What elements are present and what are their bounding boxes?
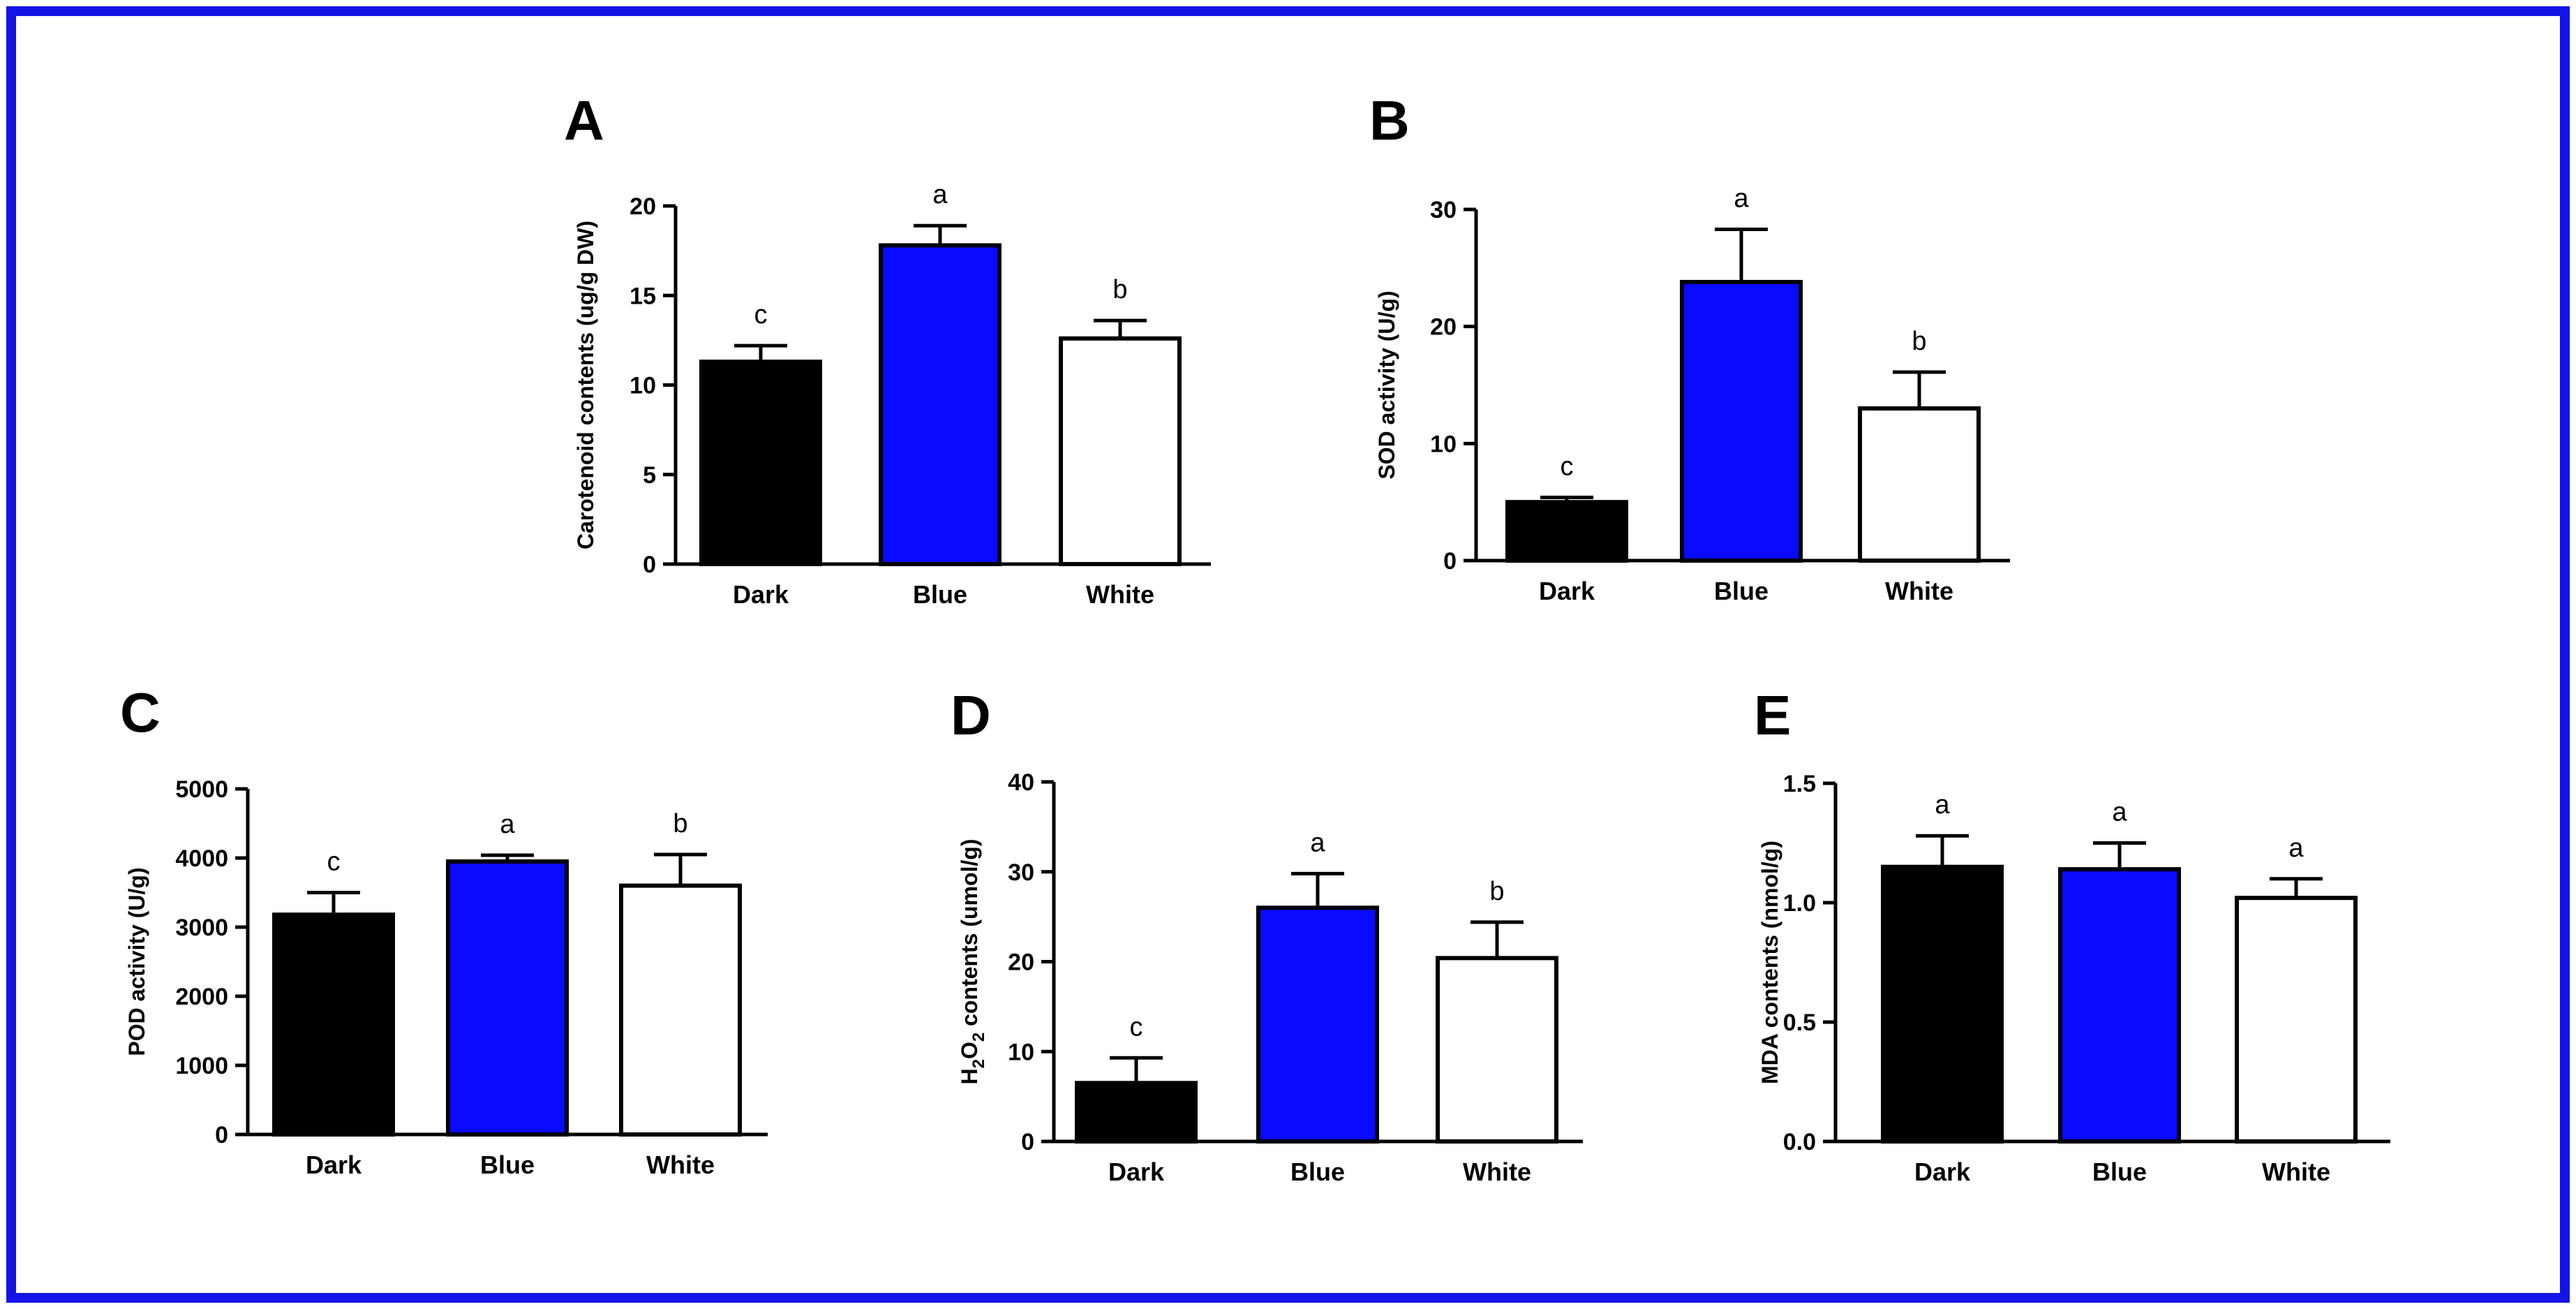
x-category-label: Blue <box>1290 1158 1345 1186</box>
bar-dark <box>699 360 822 567</box>
bar-dark <box>1505 500 1628 563</box>
y-tick-label: 0 <box>1443 548 1457 575</box>
significance-letter: c <box>754 300 768 330</box>
bar-dark <box>1075 1081 1198 1144</box>
x-category-label: White <box>2262 1158 2330 1186</box>
y-tick-label: 20 <box>1008 949 1034 976</box>
bar-blue <box>879 243 1002 566</box>
x-category-label: Blue <box>2092 1158 2147 1186</box>
panel-letter: A <box>564 89 604 151</box>
y-tick-label: 40 <box>1008 769 1034 796</box>
y-tick-label: 10 <box>1430 431 1457 457</box>
y-tick-label: 1000 <box>175 1053 228 1079</box>
panel-letter: D <box>951 684 991 746</box>
y-tick-label: 1.5 <box>1783 771 1816 797</box>
y-tick-label: 10 <box>1008 1039 1034 1065</box>
y-tick-label: 0 <box>643 552 656 578</box>
significance-letter: b <box>673 809 687 838</box>
significance-letter: a <box>1935 790 1950 820</box>
y-tick-label: 4000 <box>175 845 228 872</box>
y-axis-title: H2O2 contents (umol/g) <box>957 838 988 1084</box>
bar-blue <box>446 859 569 1137</box>
x-category-label: Dark <box>1914 1158 1971 1186</box>
x-category-label: Blue <box>1714 577 1769 605</box>
x-category-label: Dark <box>733 580 789 609</box>
x-category-label: White <box>1885 577 1953 605</box>
chart-panel-a: A 0 5 10 15 20 Carotenoid contents (ug/g DW) c D… <box>564 89 1211 609</box>
y-axis-title: Carotenoid contents (ug/g DW) <box>573 221 598 549</box>
panel-letter: E <box>1754 684 1791 746</box>
y-tick-label: 5000 <box>175 776 228 803</box>
y-tick-label: 0.5 <box>1783 1010 1816 1036</box>
significance-letter: a <box>1734 184 1749 214</box>
x-category-label: Blue <box>480 1151 535 1179</box>
significance-letter: c <box>1561 452 1574 481</box>
y-tick-label: 15 <box>630 283 656 309</box>
significance-letter: a <box>500 810 515 839</box>
y-tick-label: 2000 <box>175 984 228 1010</box>
bar-blue <box>1680 279 1803 563</box>
significance-letter: c <box>1130 1012 1143 1042</box>
bar-white <box>1858 406 1981 563</box>
y-tick-label: 0 <box>215 1122 228 1148</box>
significance-letter: b <box>1489 877 1504 906</box>
bar-white <box>1436 956 1558 1144</box>
y-tick-label: 10 <box>630 373 656 399</box>
significance-letter: a <box>1310 828 1325 857</box>
bar-white <box>619 883 742 1137</box>
x-category-label: White <box>646 1151 715 1179</box>
panel-letter: C <box>120 681 161 744</box>
x-category-label: White <box>1086 580 1154 609</box>
chart-panel-d: D 0 10 20 30 40 H2O2 contents (umol/g) c Dark a Bl… <box>951 684 1583 1186</box>
chart-panel-b: B 0 10 20 30 SOD activity (U/g) c Dark a Blue b Whi… <box>1369 89 2010 605</box>
x-category-label: Dark <box>1108 1158 1165 1186</box>
y-tick-label: 20 <box>1430 314 1457 341</box>
y-axis-title: SOD activity (U/g) <box>1374 290 1399 479</box>
x-category-label: White <box>1463 1158 1531 1186</box>
chart-panel-e: E 0.0 0.5 1.0 1.5 MDA contents (nmol/g) a Dark a… <box>1754 684 2390 1186</box>
y-tick-label: 0.0 <box>1783 1129 1816 1155</box>
y-tick-label: 20 <box>630 193 656 220</box>
significance-letter: a <box>932 180 948 209</box>
significance-letter: c <box>327 848 341 877</box>
bar-dark <box>1881 864 2004 1144</box>
y-tick-label: 30 <box>1008 859 1034 886</box>
y-tick-label: 0 <box>1021 1129 1034 1155</box>
bar-blue <box>2058 867 2181 1144</box>
bar-white <box>2235 896 2358 1144</box>
figure-border <box>6 6 2570 1303</box>
x-category-label: Dark <box>1539 577 1595 605</box>
y-tick-label: 30 <box>1430 197 1457 223</box>
y-tick-label: 5 <box>643 462 656 489</box>
significance-letter: b <box>1112 275 1127 304</box>
significance-letter: b <box>1912 327 1926 356</box>
y-tick-label: 1.0 <box>1783 890 1816 917</box>
bar-white <box>1059 336 1182 566</box>
significance-letter: a <box>2112 798 2127 827</box>
bar-blue <box>1256 905 1379 1144</box>
significance-letter: a <box>2288 834 2304 863</box>
y-tick-label: 3000 <box>175 915 228 941</box>
y-axis-title: POD activity (U/g) <box>124 867 149 1056</box>
x-category-label: Dark <box>306 1151 362 1179</box>
x-category-label: Blue <box>913 580 967 609</box>
y-axis-title: MDA contents (nmol/g) <box>1757 841 1782 1084</box>
bar-dark <box>272 912 395 1137</box>
panel-letter: B <box>1369 89 1410 151</box>
chart-panel-c: C 0 1000 2000 3000 4000 5000 POD activity (U/g)… <box>120 681 768 1179</box>
